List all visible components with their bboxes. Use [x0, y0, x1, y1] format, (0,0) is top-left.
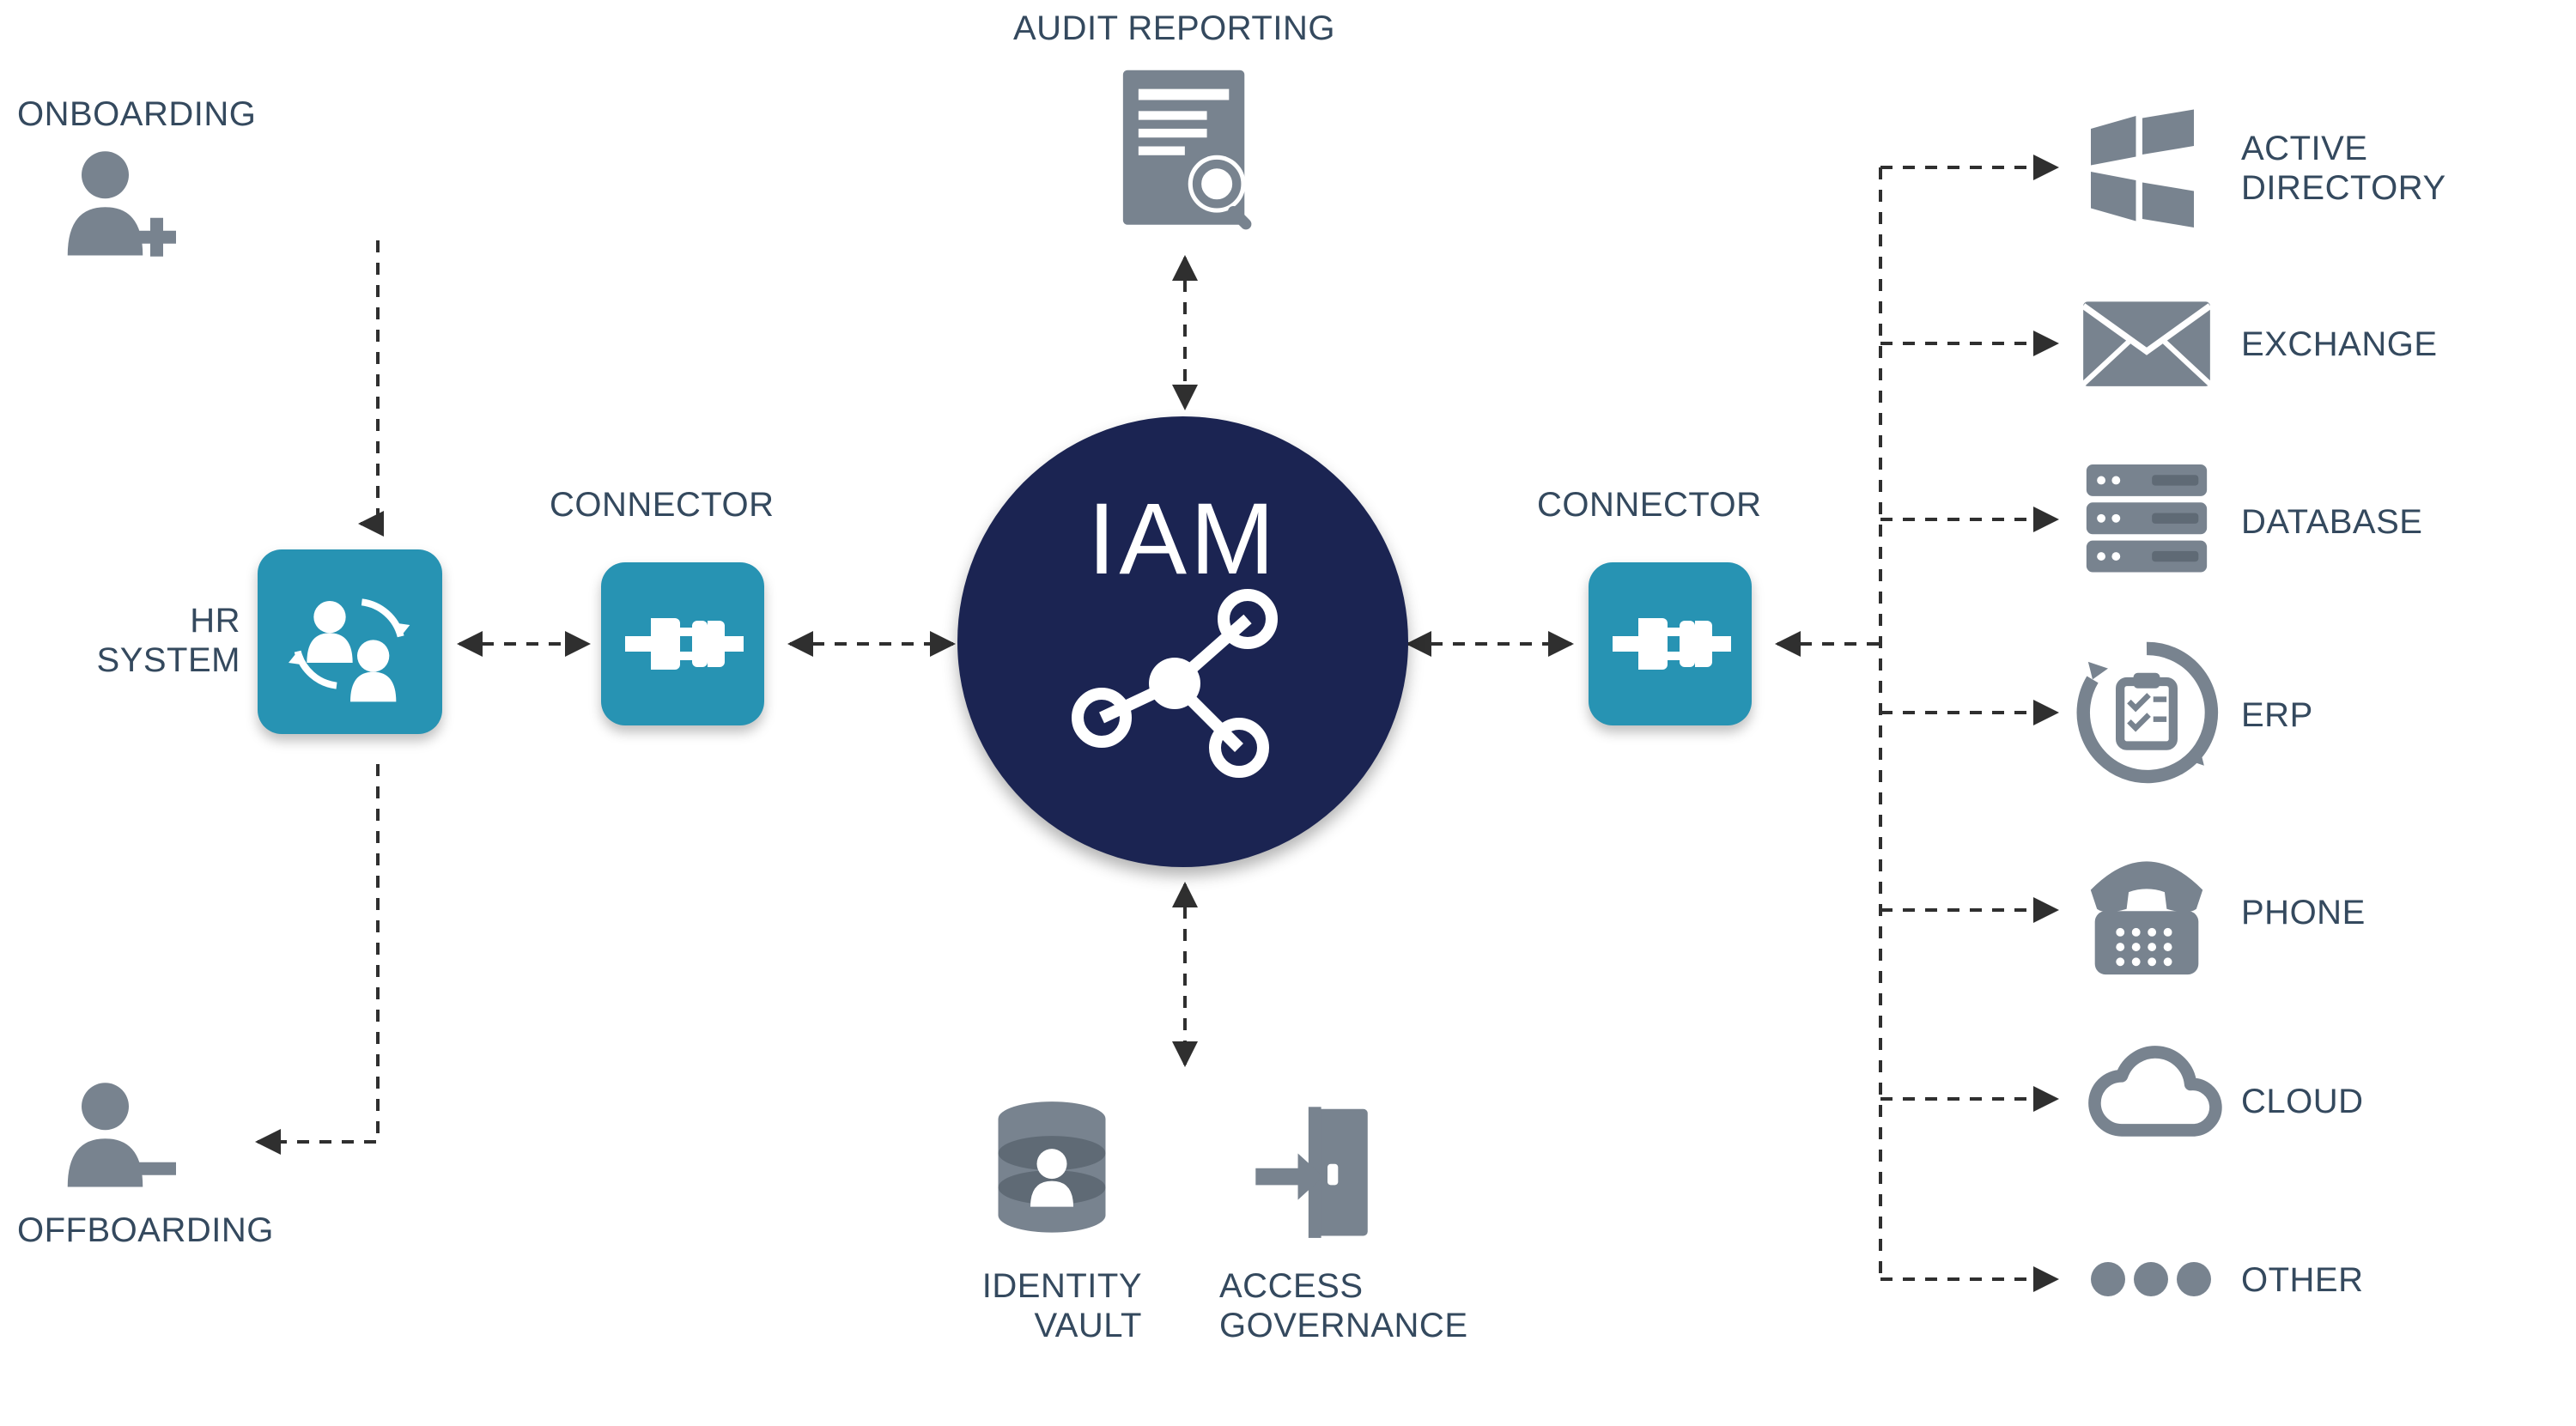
target-label-3: ERP	[2241, 695, 2313, 735]
target-label-0: ACTIVE DIRECTORY	[2241, 129, 2446, 208]
audit-icon	[1112, 64, 1267, 240]
gov-line1: ACCESS	[1219, 1267, 1364, 1305]
target-label-4: PHONE	[2241, 893, 2366, 932]
access-governance-label: ACCESS GOVERNANCE	[1219, 1266, 1468, 1345]
identity-vault-icon	[987, 1099, 1116, 1249]
hr-system-icon	[258, 549, 442, 734]
onboarding-label: ONBOARDING	[17, 94, 256, 134]
hr-label-line2: SYSTEM	[97, 641, 240, 679]
hr-label-line1: HR	[190, 602, 240, 640]
vault-line2: VAULT	[1035, 1307, 1143, 1344]
connector-left-label: CONNECTOR	[550, 485, 775, 525]
phone-icon	[2078, 841, 2215, 983]
iam-network-icon	[1063, 589, 1303, 778]
erp-icon	[2069, 635, 2224, 794]
target-0-line1: ACTIVE	[2241, 130, 2367, 167]
offboarding-icon	[52, 1073, 180, 1198]
active-directory-icon	[2078, 103, 2207, 236]
identity-vault-label: IDENTITY VAULT	[953, 1266, 1142, 1345]
target-label-5: CLOUD	[2241, 1082, 2364, 1121]
audit-label: AUDIT REPORTING	[1013, 9, 1335, 48]
connector-right-icon	[1589, 562, 1752, 725]
hr-system-label: HR SYSTEM	[17, 601, 240, 680]
onboarding-icon	[52, 142, 180, 266]
cloud-icon	[2078, 1043, 2224, 1159]
vault-line1: IDENTITY	[982, 1267, 1142, 1305]
offboarding-label: OFFBOARDING	[17, 1211, 274, 1250]
database-icon	[2078, 455, 2215, 588]
exchange-icon	[2078, 292, 2215, 399]
other-icon	[2087, 1253, 2215, 1309]
target-label-2: DATABASE	[2241, 502, 2422, 542]
gov-line2: GOVERNANCE	[1219, 1307, 1468, 1344]
access-governance-icon	[1245, 1099, 1382, 1249]
target-label-6: OTHER	[2241, 1260, 2364, 1300]
iam-label: IAM	[1088, 481, 1279, 598]
target-label-1: EXCHANGE	[2241, 325, 2438, 364]
connector-right-label: CONNECTOR	[1537, 485, 1762, 525]
connector-left-icon	[601, 562, 764, 725]
target-0-line2: DIRECTORY	[2241, 169, 2446, 207]
iam-node: IAM	[957, 416, 1408, 867]
